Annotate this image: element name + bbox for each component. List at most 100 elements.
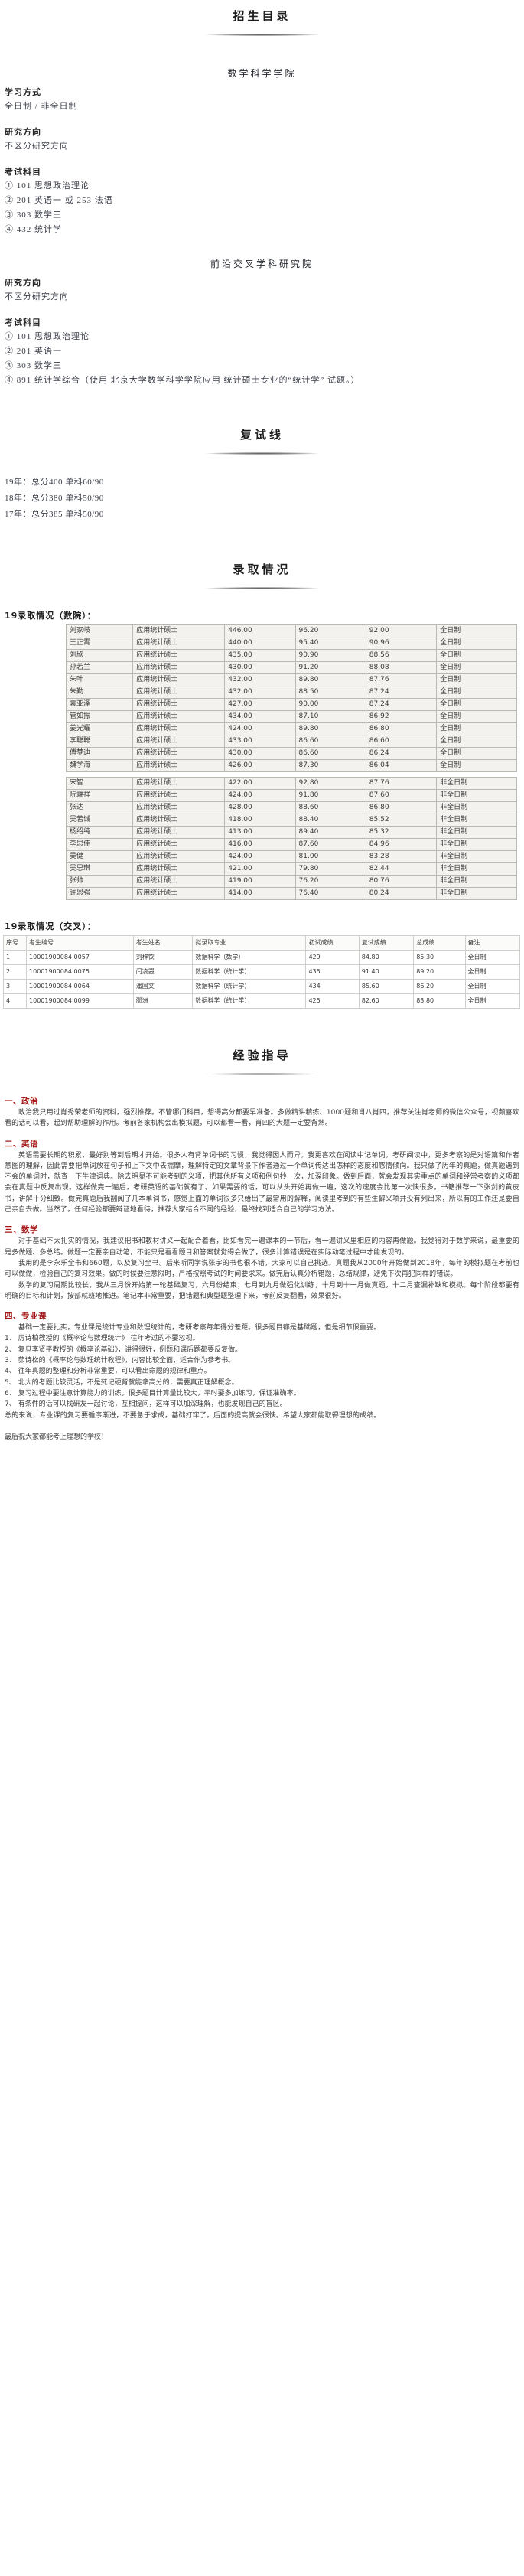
cell-major: 应用统计硕士 (132, 649, 226, 662)
cutoff-line: 19年：总分400 单科60/90 (5, 478, 104, 487)
table2-caption: 19录取情况（交叉）： (5, 921, 96, 931)
cell-name: 许恩强 (65, 887, 134, 900)
cell-initial-score: 414.00 (224, 887, 296, 900)
cell-retest-score: 86.60 (295, 735, 366, 748)
document-page: 招生目录 数学科学学院 学习方式 全日制 / 非全日制 研究方向 不区分研究方向… (0, 9, 524, 1441)
cell-retest-score: 95.40 (295, 637, 366, 650)
cell-initial-score: 422.00 (224, 777, 296, 790)
table-row: 1 10001900084 0057 刘梓钦 数据科学（数学） 429 84.80 85.3… (2, 950, 520, 965)
table-row: 4 10001900084 0099 邵洲 数据科学（统计学） 425 82.60 83.8… (2, 993, 520, 1009)
cell-major: 应用统计硕士 (132, 826, 226, 839)
cell-candidate-id: 10001900084 0075 (26, 964, 134, 980)
cell-initial-score: 424.00 (224, 850, 296, 863)
experience-body-math: 数学的复习周期比较长，我从三月份开始第一轮基础复习，六月份结束；七月到九月做强化… (5, 1281, 519, 1300)
cell-total-score: 86.80 (365, 722, 438, 735)
cell-major: 应用统计硕士 (132, 759, 226, 772)
section-banner-admission: 录取情况 (0, 553, 524, 589)
direction-value: 不区分研究方向 (5, 292, 69, 302)
column-header: 总成绩 (413, 935, 466, 951)
experience-body-politics: 政治我只用过肖秀荣老师的资料，强烈推荐。不管哪门科目，想得高分都要早准备。多做精… (5, 1109, 519, 1128)
cell-study-mode: 全日制 (436, 686, 517, 699)
column-header: 备注 (464, 935, 520, 951)
table-row: 3 10001900084 0064 潘国文 数据科学（统计学） 434 85.60 86.… (2, 979, 520, 994)
table-row: 朱叶 应用统计硕士 432.00 89.80 87.76 全日制 (65, 673, 517, 686)
cell-study-mode: 非全日制 (436, 887, 517, 900)
table-row: 吴思琪 应用统计硕士 421.00 79.80 82.44 非全日制 (65, 862, 517, 876)
cell-remark: 全日制 (464, 979, 520, 994)
cell-total-score: 87.60 (365, 789, 438, 802)
cell-initial-score: 434 (305, 979, 360, 994)
cell-total-score: 89.20 (413, 964, 466, 980)
cell-retest-score: 76.40 (295, 887, 366, 900)
cell-initial-score: 435.00 (224, 649, 296, 662)
banner-rule (204, 587, 320, 589)
catalog-block-math: 学习方式 全日制 / 非全日制 研究方向 不区分研究方向 考试科目 ① 101 … (0, 85, 524, 237)
experience-heading-major: 四、专业课 (5, 1312, 47, 1322)
cell-study-mode: 全日制 (436, 637, 517, 650)
banner-rule (204, 1073, 320, 1075)
cell-initial-score: 432.00 (224, 673, 296, 686)
section-title-experience: 经验指导 (233, 1048, 291, 1062)
cell-name: 阮端祥 (65, 789, 134, 802)
cell-major: 应用统计硕士 (132, 875, 226, 888)
cell-total-score: 80.76 (365, 875, 438, 888)
cell-retest-score: 76.20 (295, 875, 366, 888)
cell-initial-score: 434.00 (224, 710, 296, 723)
section-title-admission: 录取情况 (233, 562, 291, 576)
cell-major: 应用统计硕士 (132, 789, 226, 802)
experience-body-major-outro: 总的来说，专业课的复习要循序渐进，不要急于求成，基础打牢了，后面的提高就会很快。… (5, 1411, 381, 1420)
cell-major: 应用统计硕士 (132, 722, 226, 735)
cell-major: 数据科学（统计学） (192, 979, 307, 994)
subject-item: ③ 303 数学三 (5, 210, 62, 220)
cell-initial-score: 428.00 (224, 801, 296, 814)
table-row: 许恩强 应用统计硕士 414.00 76.40 80.24 非全日制 (65, 887, 517, 900)
cell-study-mode: 全日制 (436, 649, 517, 662)
cell-retest-score: 91.20 (295, 661, 366, 674)
cell-initial-score: 432.00 (224, 686, 296, 699)
study-mode-value: 全日制 / 非全日制 (5, 102, 78, 111)
cell-study-mode: 非全日制 (436, 875, 517, 888)
cell-study-mode: 全日制 (436, 710, 517, 723)
cell-retest-score: 87.30 (295, 759, 366, 772)
cell-candidate-id: 10001900084 0064 (26, 979, 134, 994)
cell-initial-score: 435 (305, 964, 360, 980)
subjects-label: 考试科目 (5, 318, 41, 328)
cell-initial-score: 413.00 (224, 826, 296, 839)
cell-initial-score: 430.00 (224, 661, 296, 674)
cell-retest-score: 87.60 (295, 838, 366, 851)
cell-total-score: 87.24 (365, 686, 438, 699)
catalog-block-interdisciplinary: 研究方向 不区分研究方向 考试科目 ① 101 思想政治理论 ② 201 英语一… (0, 276, 524, 388)
cell-remark: 全日制 (464, 964, 520, 980)
cell-total-score: 92.00 (365, 624, 438, 637)
cell-index: 2 (2, 964, 28, 980)
experience-heading-politics: 一、政治 (5, 1097, 38, 1106)
cell-study-mode: 非全日制 (436, 789, 517, 802)
cell-initial-score: 440.00 (224, 637, 296, 650)
cell-name: 刘家岐 (65, 624, 134, 637)
cell-name: 朱勤 (65, 686, 134, 699)
experience-major-list: 1、 厉诗柏教授的《概率论与数理统计》 往年考过的不要忽视。 2、 复旦李贤平教授… (5, 1333, 519, 1410)
cell-name: 管如振 (65, 710, 134, 723)
cell-retest-score: 96.20 (295, 624, 366, 637)
cell-name: 袁亚泽 (65, 698, 134, 711)
cell-initial-score: 430.00 (224, 747, 296, 760)
cell-candidate-name: 刘梓钦 (132, 950, 194, 965)
table-row: 宋智 应用统计硕士 422.00 92.80 87.76 非全日制 (65, 777, 517, 790)
cell-initial-score: 433.00 (224, 735, 296, 748)
column-header: 考生姓名 (132, 935, 194, 951)
cell-major: 应用统计硕士 (132, 637, 226, 650)
cutoff-list: 19年：总分400 单科60/90 18年：总分380 单科50/90 17年：… (0, 474, 524, 523)
table-row: 朱勤 应用统计硕士 432.00 88.50 87.24 全日制 (65, 686, 517, 699)
cell-retest-score: 90.90 (295, 649, 366, 662)
cell-retest-score: 81.00 (295, 850, 366, 863)
subject-item: ① 101 思想政治理论 (5, 332, 90, 341)
cell-total-score: 86.80 (365, 801, 438, 814)
cell-major: 数据科学（统计学） (192, 964, 307, 980)
cell-total-score: 88.08 (365, 661, 438, 674)
table-row: 吴若诚 应用统计硕士 418.00 88.40 85.52 非全日制 (65, 814, 517, 827)
cell-initial-score: 429 (305, 950, 360, 965)
cell-study-mode: 非全日制 (436, 838, 517, 851)
cell-retest-score: 92.80 (295, 777, 366, 790)
cutoff-line: 18年：总分380 单科50/90 (5, 494, 104, 503)
cell-retest-score: 90.00 (295, 698, 366, 711)
